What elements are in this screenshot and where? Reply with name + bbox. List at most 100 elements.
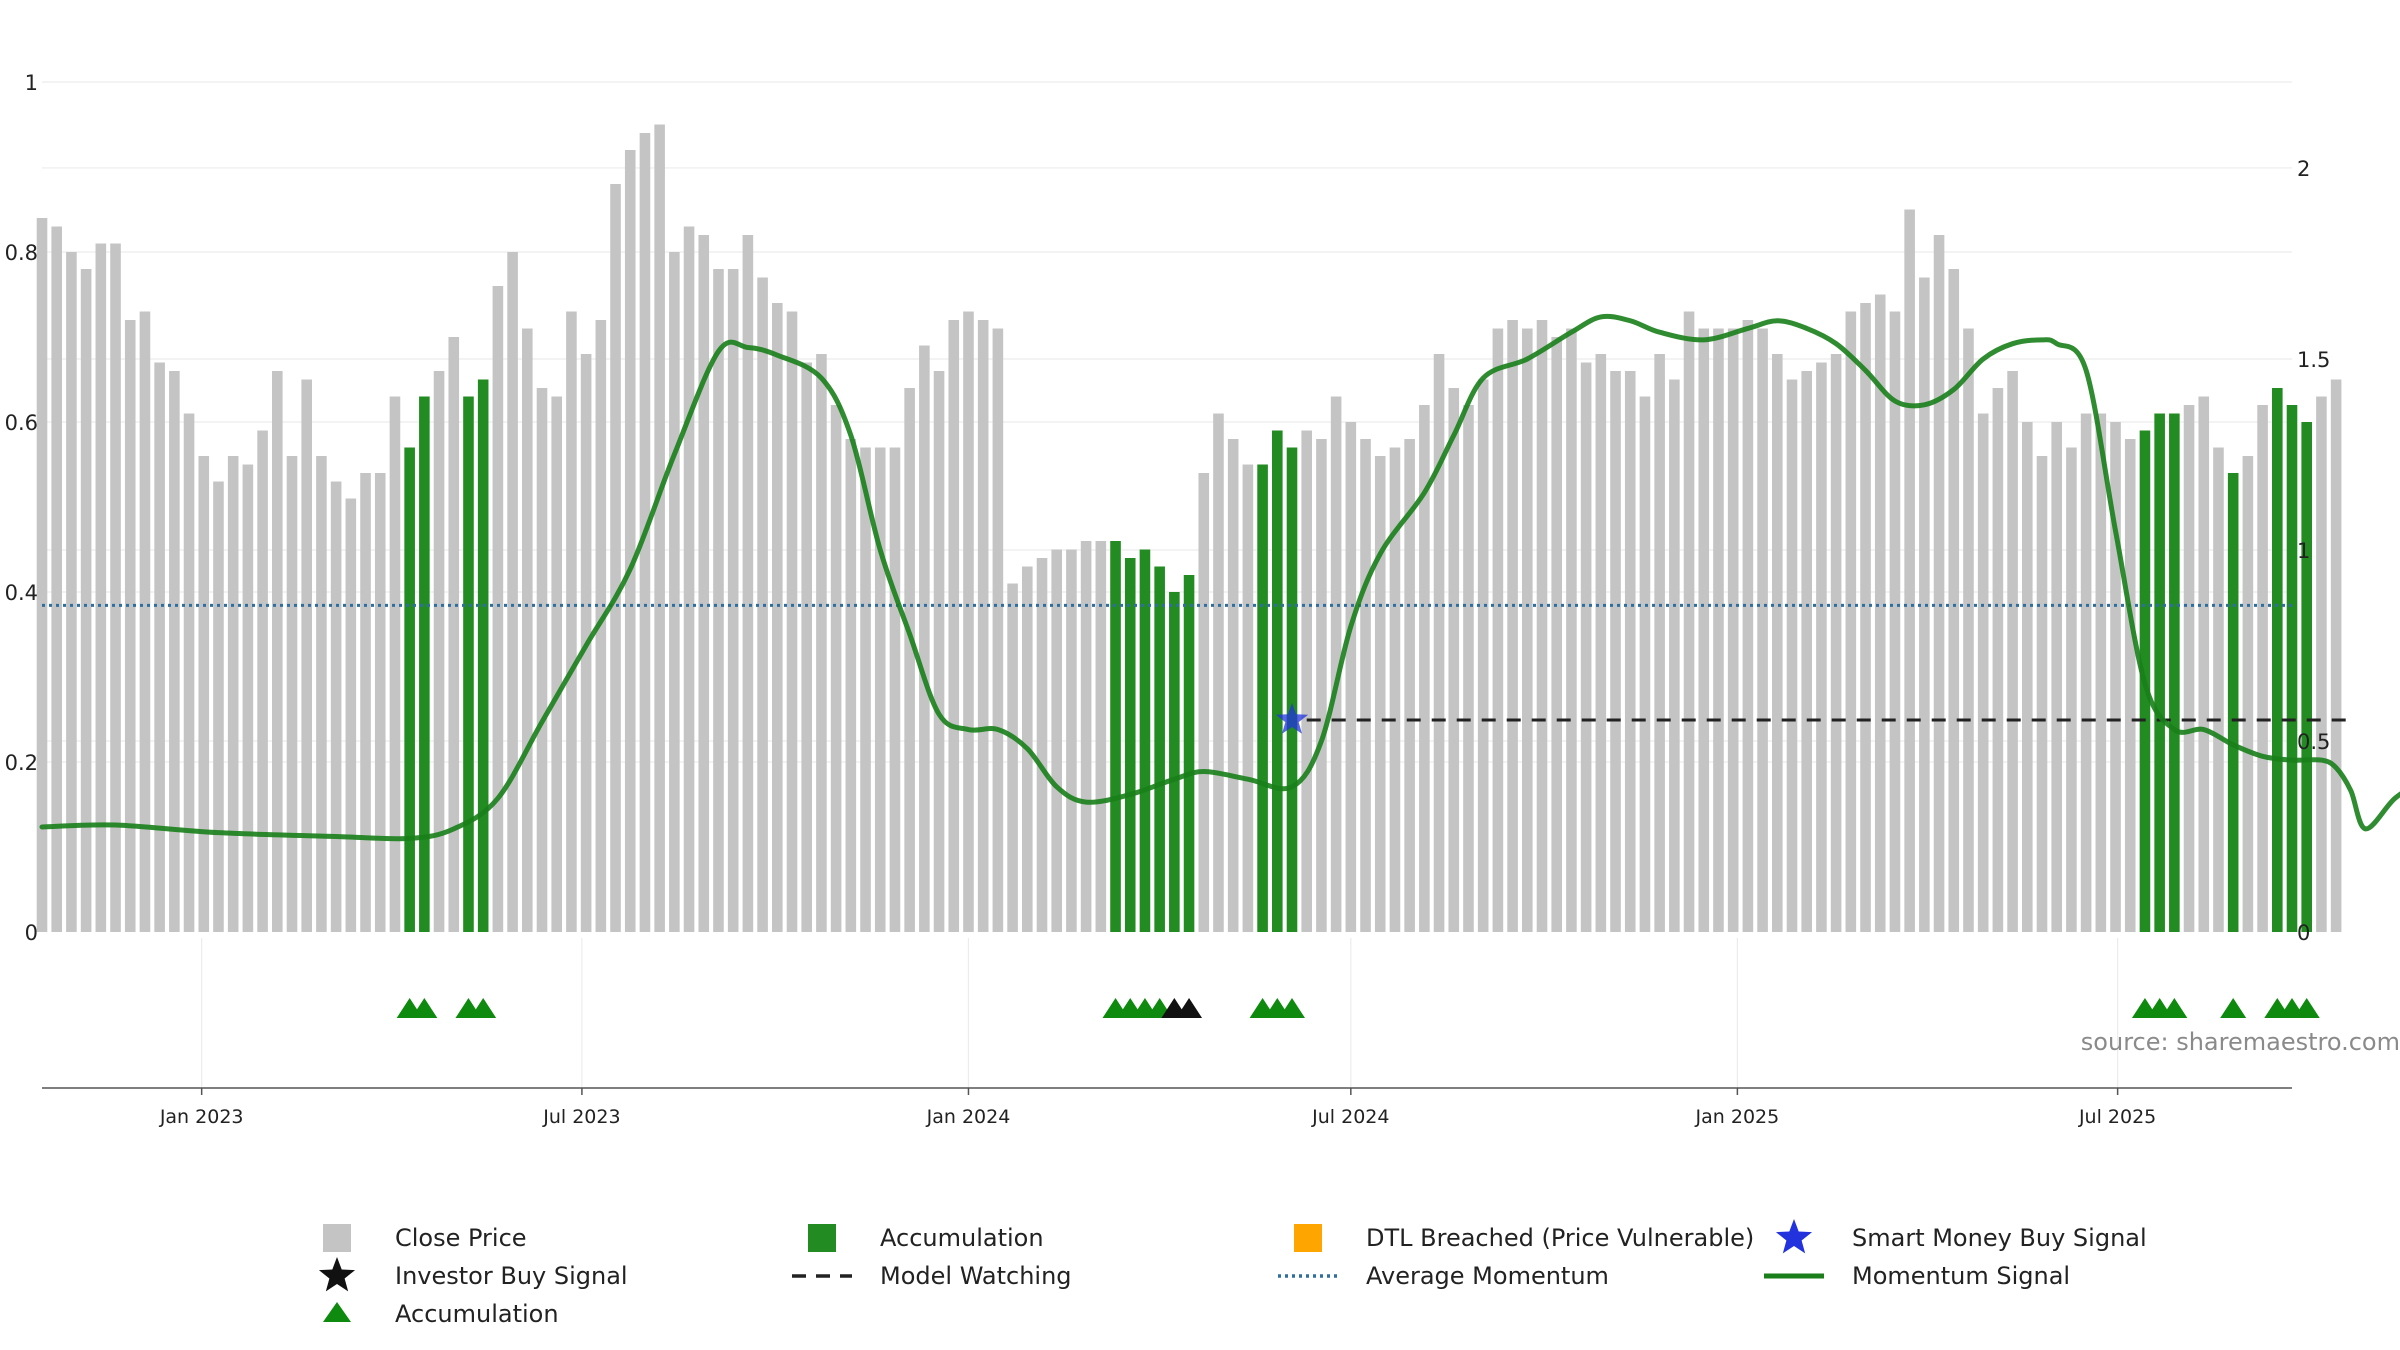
y-left-tick-label: 0 xyxy=(25,921,38,945)
close-price-bar xyxy=(727,269,739,932)
x-tick-label: Jul 2023 xyxy=(542,1106,620,1128)
close-price-bar xyxy=(1992,388,2004,932)
accumulation-bar xyxy=(2227,473,2239,932)
accumulation-bar xyxy=(2286,405,2298,932)
legend-label: Accumulation xyxy=(880,1224,1044,1252)
legend-item-accumulation-marker: Accumulation xyxy=(323,1300,559,1328)
accumulation-bar xyxy=(477,379,489,932)
close-price-bar xyxy=(742,235,754,932)
accumulation-bar xyxy=(2154,413,2165,932)
close-price-bar xyxy=(1036,558,1048,932)
close-price-bar xyxy=(2080,413,2092,932)
close-price-bar xyxy=(2316,396,2327,932)
close-price-bar xyxy=(1566,328,1577,932)
close-price-bar xyxy=(624,150,636,932)
accumulation-bar xyxy=(1183,575,1195,932)
close-price-bar xyxy=(1051,549,1062,932)
close-price-bar xyxy=(2066,447,2077,932)
legend-label: Momentum Signal xyxy=(1852,1262,2070,1290)
close-price-bar xyxy=(1610,371,1621,932)
close-price-bar xyxy=(1227,439,1239,932)
close-price-bar xyxy=(904,388,915,932)
close-price-bar xyxy=(1713,328,1724,932)
accumulation-bar xyxy=(1124,558,1136,932)
close-price-bar xyxy=(1977,413,1989,932)
close-price-bar xyxy=(213,481,224,932)
close-price-bar xyxy=(169,371,180,932)
investor-buy-triangle xyxy=(1176,998,1203,1018)
y-left-tick-label: 0.6 xyxy=(5,411,38,435)
close-price-bar xyxy=(654,124,665,932)
close-price-bar xyxy=(1477,379,1489,932)
close-price-bar xyxy=(1933,235,1945,932)
close-price-bar xyxy=(977,320,989,932)
close-price-bar xyxy=(242,464,254,932)
close-price-bar xyxy=(1198,473,1210,932)
close-price-bar xyxy=(345,498,357,932)
y-left-tick-label: 0.8 xyxy=(5,241,38,265)
close-price-bar xyxy=(1330,396,1342,932)
close-price-bar xyxy=(227,456,239,932)
legend-item-average-momentum: Average Momentum xyxy=(1278,1262,1609,1290)
close-price-bar xyxy=(889,447,901,932)
close-price-bar xyxy=(36,218,48,932)
legend-label: Smart Money Buy Signal xyxy=(1852,1224,2147,1252)
close-price-bar xyxy=(1727,328,1739,932)
close-price-bar xyxy=(124,320,136,932)
accumulation-bar xyxy=(1139,549,1151,932)
y-right-tick-label: 0 xyxy=(2297,921,2310,945)
close-price-bar xyxy=(1639,396,1651,932)
accumulation-bar xyxy=(1272,430,1283,932)
signal-markers xyxy=(396,702,2320,1018)
legend-item-smart-money: Smart Money Buy Signal xyxy=(1775,1219,2147,1254)
close-price-bar xyxy=(1213,413,1224,932)
close-price-bar xyxy=(919,345,930,932)
accumulation-triangle xyxy=(1279,998,1305,1018)
close-price-bar xyxy=(1404,439,1415,932)
close-price-bar xyxy=(816,354,827,932)
close-price-bar xyxy=(257,430,268,932)
close-price-bar xyxy=(669,252,680,932)
accumulation-bar xyxy=(463,396,474,932)
close-price-bar xyxy=(1963,328,1974,932)
close-price-bar xyxy=(1772,354,1783,932)
close-price-bar xyxy=(1551,337,1562,932)
legend-item-dtl-breached: DTL Breached (Price Vulnerable) xyxy=(1294,1224,1754,1252)
close-price-bar xyxy=(2022,422,2033,932)
close-price-bar xyxy=(1522,328,1533,932)
close-price-bar xyxy=(492,286,504,932)
legend-label: Investor Buy Signal xyxy=(395,1262,628,1290)
close-price-bar xyxy=(316,456,327,932)
gridlines xyxy=(42,81,2292,1088)
close-price-bar xyxy=(2124,439,2136,932)
accumulation-bar xyxy=(1169,592,1180,932)
close-price-bar xyxy=(2036,456,2048,932)
close-price-bar xyxy=(507,252,518,932)
x-tick-label: Jul 2024 xyxy=(1311,1106,1389,1128)
accumulation-bar xyxy=(419,396,430,932)
close-price-bar xyxy=(566,311,577,932)
price-bars xyxy=(36,124,2342,932)
accumulation-bar xyxy=(1257,464,1268,932)
close-price-bar xyxy=(2183,405,2195,932)
x-tick-label: Jul 2025 xyxy=(2078,1106,2156,1128)
x-tick-label: Jan 2024 xyxy=(926,1106,1011,1128)
close-price-bar xyxy=(1433,354,1445,932)
close-price-bar xyxy=(1448,388,1460,932)
close-price-bar xyxy=(2051,422,2062,932)
close-price-bar xyxy=(183,413,195,932)
legend-label: Close Price xyxy=(395,1224,527,1252)
close-price-bar xyxy=(198,456,210,932)
close-price-bar xyxy=(1654,354,1665,932)
close-price-bar xyxy=(360,473,371,932)
close-price-bar xyxy=(51,226,62,932)
close-price-bar xyxy=(389,396,401,932)
close-price-bar xyxy=(1463,405,1474,932)
close-price-bar xyxy=(286,456,298,932)
y-right-tick-label: 1 xyxy=(2297,539,2310,563)
legend-label: Average Momentum xyxy=(1366,1262,1609,1290)
close-price-bar xyxy=(1536,320,1548,932)
close-price-bar xyxy=(80,269,92,932)
close-price-bar xyxy=(139,311,151,932)
